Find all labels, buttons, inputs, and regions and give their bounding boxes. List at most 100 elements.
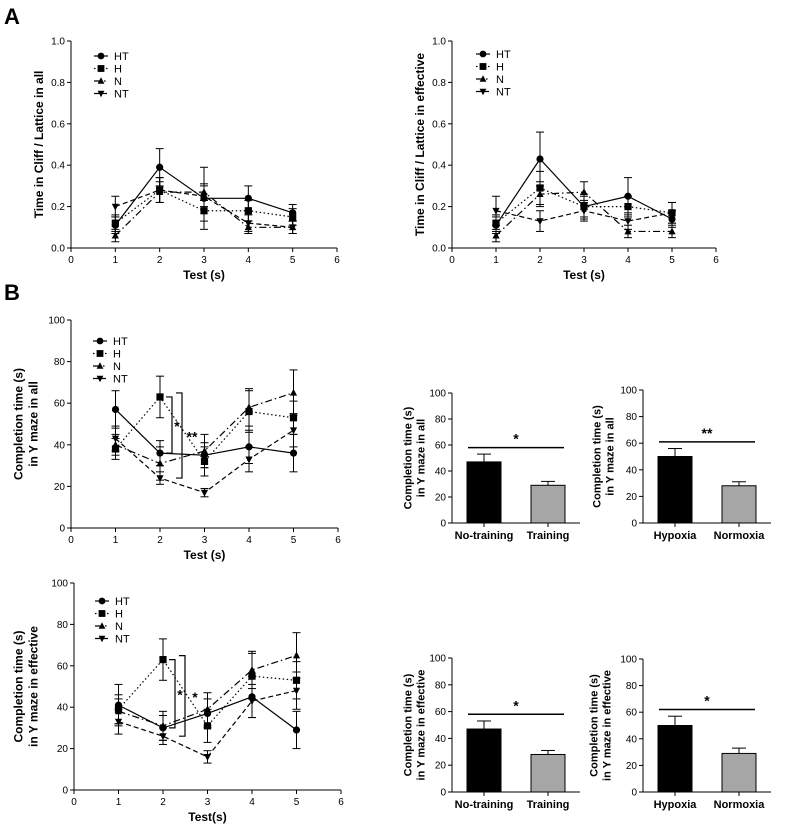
- data-point: [200, 489, 209, 497]
- series-line: [115, 392, 294, 465]
- x-tick-label: 0: [71, 797, 77, 808]
- data-point: [200, 447, 209, 454]
- x-tick-label: 5: [294, 797, 300, 808]
- y-tick-label: 60: [626, 708, 638, 719]
- y-tick-label: 0: [440, 519, 446, 530]
- y-axis-label: Completion time (s): [12, 368, 26, 480]
- x-tick-label: 3: [201, 255, 207, 266]
- legend-marker: [96, 362, 104, 369]
- y-axis-label: Completion time (s): [12, 630, 26, 742]
- bar-chart: 0 20 40 60 80 100 No-training Training * Completi…: [403, 654, 580, 811]
- y-tick-label: 0.0: [51, 244, 65, 255]
- series-line: [118, 658, 297, 727]
- x-tick-label: 6: [713, 255, 719, 266]
- x-tick-label: 2: [537, 255, 543, 266]
- legend-marker: [96, 375, 104, 383]
- y-tick-label: 60: [57, 661, 69, 672]
- legend-label: NT: [496, 87, 511, 99]
- legend-marker: [97, 90, 105, 98]
- bar-chart: 0 20 40 60 80 100 Hypoxia Normoxia * Completion t…: [589, 655, 771, 811]
- legend-marker: [97, 52, 105, 60]
- bar: [530, 753, 566, 793]
- y-tick-label: 80: [435, 680, 447, 691]
- data-point: [580, 188, 588, 195]
- data-point: [289, 388, 298, 396]
- x-tick-label: 1: [113, 255, 119, 266]
- y-tick-label: 100: [620, 386, 637, 397]
- x-tick-label: 0: [449, 255, 455, 266]
- significance-bracket: [166, 396, 173, 454]
- significance-label: *: [513, 697, 519, 713]
- data-point: [668, 227, 676, 235]
- x-tick-label: Training: [527, 799, 570, 811]
- data-point: [580, 207, 588, 215]
- x-tick-label: 5: [290, 255, 296, 266]
- series-NT: [114, 671, 301, 764]
- y-tick-label: 0: [631, 788, 637, 799]
- series-N: [492, 181, 676, 243]
- legend-marker: [96, 337, 104, 345]
- y-tick-label: 0.6: [51, 119, 65, 130]
- x-tick-label: Normoxia: [714, 799, 766, 811]
- series-N: [114, 632, 301, 741]
- y-tick-label: 60: [54, 399, 66, 410]
- legend-label: HT: [113, 336, 128, 348]
- x-tick-label: 3: [205, 797, 211, 808]
- x-tick-label: 1: [113, 535, 119, 546]
- legend-label: N: [113, 361, 121, 373]
- x-axis-label: Test (s): [563, 268, 605, 282]
- y-tick-label: 20: [57, 744, 69, 755]
- x-tick-label: 5: [291, 535, 297, 546]
- data-point: [203, 705, 212, 713]
- significance-label: **: [187, 429, 198, 445]
- legend-label: H: [115, 609, 123, 621]
- x-tick-label: 2: [160, 797, 166, 808]
- data-point: [159, 721, 167, 729]
- x-tick-label: 1: [116, 797, 122, 808]
- data-point: [289, 449, 298, 457]
- data-point: [156, 163, 164, 171]
- legend-label: NT: [114, 89, 129, 101]
- data-point: [289, 427, 298, 435]
- data-point: [111, 203, 119, 211]
- x-tick-label: Normoxia: [714, 530, 766, 542]
- data-point: [624, 227, 632, 235]
- y-tick-label: 100: [429, 654, 446, 665]
- x-tick-label: Hypoxia: [654, 530, 698, 542]
- y-axis-label: Time in Cliff / Lattice in effective: [413, 53, 427, 236]
- legend-marker: [97, 77, 105, 84]
- data-point: [536, 155, 544, 163]
- legend-marker: [98, 610, 106, 617]
- x-tick-label: 5: [669, 255, 675, 266]
- y-axis-label: in Y maze in effective: [416, 670, 428, 781]
- significance-bracket: [176, 392, 183, 479]
- bar: [721, 485, 757, 524]
- significance-label: *: [174, 418, 180, 434]
- data-point: [200, 207, 208, 215]
- x-tick-label: 4: [246, 255, 252, 266]
- data-point: [111, 435, 120, 443]
- bar: [530, 484, 566, 524]
- y-tick-label: 0.8: [51, 78, 65, 89]
- x-tick-label: Hypoxia: [654, 799, 698, 811]
- y-tick-label: 0: [440, 788, 446, 799]
- y-tick-label: 80: [626, 412, 638, 423]
- x-axis-label: Test (s): [183, 268, 225, 282]
- y-tick-label: 100: [429, 389, 446, 400]
- x-tick-label: 0: [68, 535, 74, 546]
- plots-group: 0.0 0.2 0.4 0.6 0.8 1.0 0 1 2 3 4 5 6 Test (s) Time in…: [12, 37, 771, 824]
- data-point: [289, 224, 297, 232]
- legend-marker: [479, 75, 487, 82]
- y-tick-label: 60: [435, 441, 447, 452]
- y-tick-label: 80: [626, 681, 638, 692]
- y-tick-label: 0: [62, 786, 68, 797]
- data-point: [492, 231, 500, 239]
- panel-label-b: B: [4, 280, 20, 305]
- data-point: [159, 655, 167, 664]
- data-point: [111, 231, 119, 239]
- x-tick-label: 4: [249, 797, 255, 808]
- y-tick-label: 0.4: [432, 161, 446, 172]
